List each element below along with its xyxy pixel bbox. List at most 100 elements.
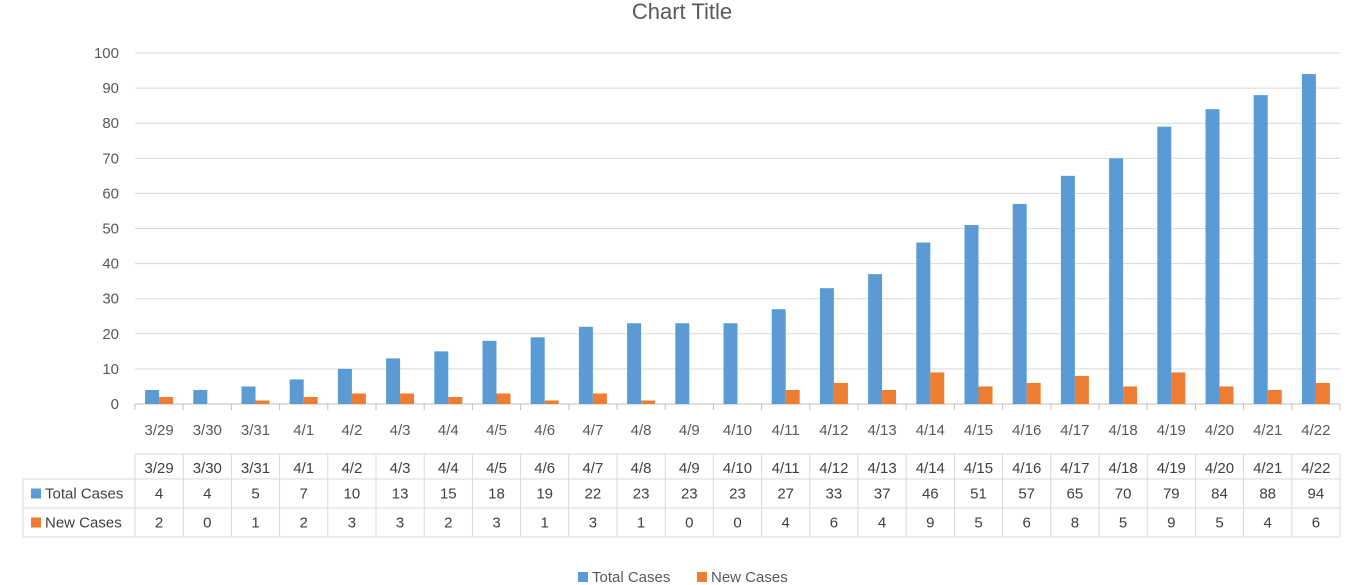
bar-new-cases xyxy=(833,382,848,404)
x-tick-label: 4/14 xyxy=(916,422,945,439)
bar-total-cases xyxy=(289,379,304,404)
legend: Total Cases New Cases xyxy=(578,569,788,585)
table-cell: 9 xyxy=(1167,515,1175,532)
x-tick-label: 4/9 xyxy=(679,422,700,439)
chart-title: Chart Title xyxy=(632,0,732,24)
legend-swatch xyxy=(697,572,707,582)
x-tick-label: 4/4 xyxy=(438,422,459,439)
table-cell: 51 xyxy=(970,486,987,503)
table-cell: 3 xyxy=(589,515,597,532)
table-cell: 6 xyxy=(830,515,838,532)
y-tick-label: 50 xyxy=(102,221,119,238)
y-tick-label: 60 xyxy=(102,185,119,202)
table-cell: 10 xyxy=(344,486,361,503)
table-cell: 3 xyxy=(396,515,404,532)
legend-label: Total Cases xyxy=(592,569,670,585)
table-header-cell: 4/6 xyxy=(534,460,555,477)
x-tick-label: 4/13 xyxy=(867,422,896,439)
table-header-cell: 4/4 xyxy=(438,460,459,477)
y-tick-label: 90 xyxy=(102,80,119,97)
x-tick-label: 4/5 xyxy=(486,422,507,439)
table-header-cell: 4/3 xyxy=(390,460,411,477)
table-cell: 23 xyxy=(681,486,698,503)
bar-total-cases xyxy=(241,386,256,404)
x-tick-label: 4/7 xyxy=(582,422,603,439)
bar-total-cases xyxy=(1205,109,1220,404)
y-tick-label: 10 xyxy=(102,361,119,378)
y-tick-label: 80 xyxy=(102,115,119,132)
table-cell: 5 xyxy=(1119,515,1127,532)
table-header-cell: 3/29 xyxy=(144,460,173,477)
table-header-cell: 4/5 xyxy=(486,460,507,477)
x-tick-label: 4/18 xyxy=(1108,422,1137,439)
table-header-cell: 4/19 xyxy=(1157,460,1186,477)
table-cell: 6 xyxy=(1312,515,1320,532)
x-tick-label: 4/3 xyxy=(390,422,411,439)
bar-total-cases xyxy=(193,389,208,404)
bar-new-cases xyxy=(1219,386,1234,404)
bar-total-cases xyxy=(1253,95,1268,405)
table-cell: 33 xyxy=(826,486,843,503)
table-cell: 4 xyxy=(782,515,790,532)
table-cell: 37 xyxy=(874,486,891,503)
table-header-cell: 4/7 xyxy=(582,460,603,477)
table-header-cell: 4/13 xyxy=(867,460,896,477)
bar-total-cases xyxy=(530,337,545,404)
gridlines xyxy=(135,52,1340,405)
bar-total-cases xyxy=(1060,175,1075,404)
table-cell: 4 xyxy=(155,486,163,503)
table-cell: 1 xyxy=(541,515,549,532)
bar-total-cases xyxy=(1109,158,1124,404)
x-tick-label: 4/1 xyxy=(293,422,314,439)
y-tick-label: 100 xyxy=(94,45,119,62)
bar-new-cases xyxy=(496,393,511,404)
x-tick-label: 4/10 xyxy=(723,422,752,439)
table-cell: 15 xyxy=(440,486,457,503)
table-cell: 2 xyxy=(444,515,452,532)
table-cell: 4 xyxy=(203,486,211,503)
legend-swatch xyxy=(578,572,588,582)
bar-total-cases xyxy=(627,323,642,404)
bar-new-cases xyxy=(159,396,174,404)
table-header-cell: 4/22 xyxy=(1301,460,1330,477)
table-cell: 84 xyxy=(1211,486,1228,503)
x-tick-label: 4/20 xyxy=(1205,422,1234,439)
bar-total-cases xyxy=(337,368,352,404)
table-header-cell: 4/17 xyxy=(1060,460,1089,477)
bar-total-cases xyxy=(723,323,738,404)
x-tick-label: 3/30 xyxy=(193,422,222,439)
bar-total-cases xyxy=(145,389,160,404)
bar-total-cases xyxy=(868,274,883,404)
table-cell: 57 xyxy=(1018,486,1035,503)
bar-total-cases xyxy=(964,224,979,404)
table-cell: 0 xyxy=(685,515,693,532)
table-cell: 0 xyxy=(733,515,741,532)
table-legend-key xyxy=(31,517,41,528)
table-cell: 22 xyxy=(585,486,602,503)
table-cell: 3 xyxy=(348,515,356,532)
x-tick-label: 3/29 xyxy=(144,422,173,439)
data-table: 3/29 3/30 3/31 4/1 4/2 4/3 4/4 4/5 4/6 4/7 4/8 4/9 4… xyxy=(22,453,1341,538)
table-header-cell: 4/21 xyxy=(1253,460,1282,477)
table-cell: 94 xyxy=(1308,486,1325,503)
table-cell: 18 xyxy=(488,486,505,503)
x-tick-label: 3/31 xyxy=(241,422,270,439)
table-cell: 8 xyxy=(1071,515,1079,532)
legend-label: New Cases xyxy=(711,569,788,585)
table-cell: 46 xyxy=(922,486,939,503)
table-cell: 88 xyxy=(1259,486,1276,503)
bar-new-cases xyxy=(351,393,366,404)
x-tick-label: 4/21 xyxy=(1253,422,1282,439)
bar-new-cases xyxy=(1123,386,1138,404)
bar-total-cases xyxy=(1012,203,1027,404)
table-header-cell: 4/18 xyxy=(1108,460,1137,477)
table-cell: 23 xyxy=(633,486,650,503)
table-cell: 1 xyxy=(637,515,645,532)
bar-total-cases xyxy=(916,242,931,404)
bar-new-cases xyxy=(448,396,463,404)
table-header-cell: 4/14 xyxy=(916,460,945,477)
bars xyxy=(145,74,1330,405)
bar-total-cases xyxy=(1157,126,1172,405)
bar-new-cases xyxy=(1267,389,1282,404)
